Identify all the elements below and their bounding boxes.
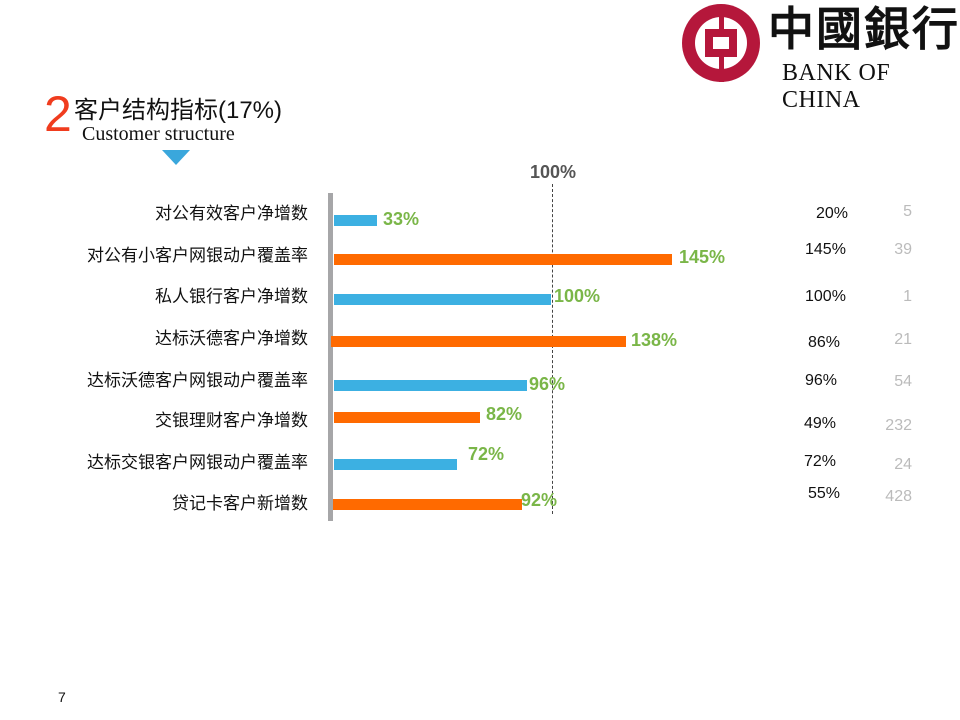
row-label: 达标沃德客户网银动户覆盖率	[87, 371, 308, 390]
bar-value: 96%	[529, 374, 566, 394]
bar-value: 72%	[468, 444, 505, 464]
col1-value: 145%	[805, 241, 846, 258]
col2-value: 428	[885, 488, 912, 505]
col2-value: 24	[894, 456, 912, 473]
bar	[334, 254, 672, 265]
section-title: 客户结构指标(17%)	[74, 97, 283, 124]
col1-value: 96%	[805, 372, 838, 389]
page-number: 7	[58, 689, 66, 705]
col1-value: 72%	[804, 453, 837, 470]
bar-value: 92%	[521, 490, 558, 510]
bar	[334, 459, 457, 470]
bar-value: 33%	[383, 209, 420, 229]
bar-value: 145%	[679, 247, 726, 267]
bar	[333, 499, 522, 510]
reference-line-100	[552, 184, 553, 514]
bar-value: 100%	[554, 286, 601, 306]
reference-line-label: 100%	[530, 162, 577, 182]
bar	[334, 412, 480, 423]
col2-value: 1	[903, 288, 912, 305]
col2-value: 232	[885, 417, 912, 434]
row-label: 贷记卡客户新增数	[172, 494, 308, 513]
col2-value: 54	[894, 373, 912, 390]
bar	[334, 294, 551, 305]
chart-axis	[328, 193, 333, 521]
row-label: 私人银行客户净增数	[155, 287, 308, 306]
section-number: 2	[44, 86, 72, 142]
bar	[331, 336, 626, 347]
col1-value: 86%	[808, 334, 841, 351]
col1-value: 100%	[805, 288, 846, 305]
row-label: 达标沃德客户净增数	[155, 329, 308, 348]
bar-value: 138%	[631, 330, 678, 350]
boc-emblem-icon	[682, 4, 760, 82]
bar-value: 82%	[486, 404, 523, 424]
logo-english-text: BANK OF CHINA	[782, 60, 891, 113]
row-label: 对公有小客户网银动户覆盖率	[87, 246, 308, 265]
section-subtitle: Customer structure	[82, 123, 235, 145]
col1-value: 49%	[804, 415, 837, 432]
row-label: 交银理财客户净增数	[155, 411, 308, 430]
row-label: 达标交银客户网银动户覆盖率	[87, 453, 308, 472]
bank-of-china-logo: 中國銀行 BANK OF CHINA	[680, 2, 960, 113]
bar	[334, 215, 377, 226]
row-label: 对公有效客户净增数	[155, 204, 308, 223]
col1-value: 20%	[816, 205, 849, 222]
logo-chinese-text: 中國銀行	[768, 2, 960, 56]
bar	[334, 380, 527, 391]
col2-value: 39	[894, 241, 912, 258]
col2-value: 21	[894, 331, 912, 348]
col2-value: 5	[903, 203, 912, 220]
triangle-down-icon	[162, 150, 190, 165]
col1-value: 55%	[808, 485, 841, 502]
